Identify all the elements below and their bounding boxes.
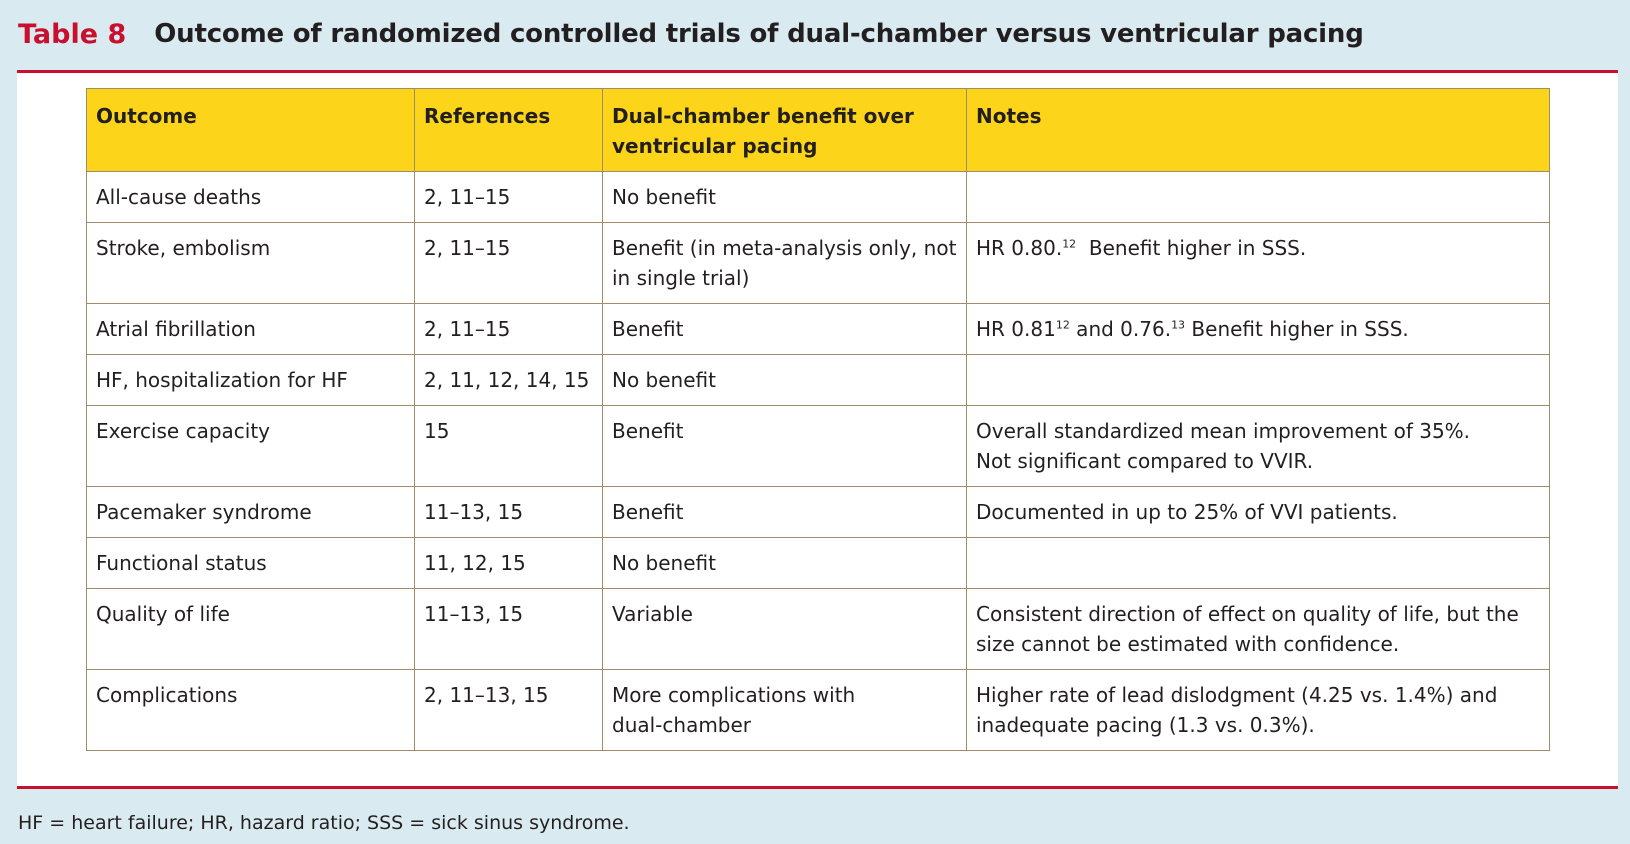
cell-outcome: Functional status [86, 537, 415, 589]
column-header-outcome: Outcome [86, 88, 415, 172]
cell-notes [966, 171, 1550, 223]
table-header-row: Outcome References Dual-chamber benefit … [86, 88, 1550, 172]
benefit-line: More complications with [612, 683, 856, 707]
cell-benefit: Variable [602, 588, 967, 670]
cell-references: 2, 11–15 [414, 222, 603, 304]
cell-references: 2, 11–13, 15 [414, 669, 603, 751]
table-number: Table 8 [18, 18, 127, 50]
table-row: HF, hospitalization for HF 2, 11, 12, 14… [86, 354, 1550, 406]
cell-outcome: Complications [86, 669, 415, 751]
citation-superscript: 12 [1055, 318, 1070, 332]
table-footnote: HF = heart failure; HR, hazard ratio; SS… [18, 812, 630, 834]
cell-references: 2, 11, 12, 14, 15 [414, 354, 603, 406]
cell-references: 11–13, 15 [414, 588, 603, 670]
cell-notes: Consistent direction of effect on qualit… [966, 588, 1550, 670]
cell-outcome: Exercise capacity [86, 405, 415, 487]
table-title-bar: Table 8 Outcome of randomized controlled… [18, 14, 1364, 54]
table-row: Complications 2, 11–13, 15 More complica… [86, 669, 1550, 751]
notes-text: HR 0.81 [976, 317, 1056, 341]
cell-outcome: Stroke, embolism [86, 222, 415, 304]
table-row: Exercise capacity 15 Benefit Overall sta… [86, 405, 1550, 487]
notes-text: Benefit higher in SSS. [1076, 236, 1307, 260]
cell-notes: HR 0.80.12 Benefit higher in SSS. [966, 222, 1550, 304]
cell-notes [966, 537, 1550, 589]
notes-text: and 0.76. [1069, 317, 1172, 341]
cell-notes: Documented in up to 25% of VVI patients. [966, 486, 1550, 538]
cell-benefit: No benefit [602, 537, 967, 589]
table-row: Stroke, embolism 2, 11–15 Benefit (in me… [86, 222, 1550, 304]
cell-notes: HR 0.8112 and 0.76.13 Benefit higher in … [966, 303, 1550, 355]
notes-line: Overall standardized mean improvement of… [976, 419, 1471, 443]
table-row: Atrial fibrillation 2, 11–15 Benefit HR … [86, 303, 1550, 355]
cell-benefit: No benefit [602, 171, 967, 223]
cell-references: 15 [414, 405, 603, 487]
cell-benefit: Benefit [602, 486, 967, 538]
table-row: Functional status 11, 12, 15 No benefit [86, 537, 1550, 589]
cell-outcome: HF, hospitalization for HF [86, 354, 415, 406]
notes-text: Benefit higher in SSS. [1185, 317, 1409, 341]
cell-outcome: All-cause deaths [86, 171, 415, 223]
table-row: Quality of life 11–13, 15 Variable Consi… [86, 588, 1550, 670]
cell-notes: Overall standardized mean improvement of… [966, 405, 1550, 487]
cell-benefit: No benefit [602, 354, 967, 406]
column-header-references: References [414, 88, 603, 172]
notes-text: HR 0.80. [976, 236, 1063, 260]
outcome-table: Outcome References Dual-chamber benefit … [86, 88, 1550, 751]
cell-benefit: Benefit [602, 303, 967, 355]
benefit-line: dual-chamber [612, 713, 752, 737]
table-row: Pacemaker syndrome 11–13, 15 Benefit Doc… [86, 486, 1550, 538]
table-title: Outcome of randomized controlled trials … [154, 19, 1364, 49]
cell-outcome: Quality of life [86, 588, 415, 670]
cell-benefit: Benefit (in meta-analysis only, not in s… [602, 222, 967, 304]
column-header-notes: Notes [966, 88, 1550, 172]
cell-notes: Higher rate of lead dislodgment (4.25 vs… [966, 669, 1550, 751]
cell-references: 11, 12, 15 [414, 537, 603, 589]
table-panel: Outcome References Dual-chamber benefit … [17, 70, 1618, 789]
cell-outcome: Atrial fibrillation [86, 303, 415, 355]
cell-outcome: Pacemaker syndrome [86, 486, 415, 538]
cell-references: 2, 11–15 [414, 303, 603, 355]
cell-references: 2, 11–15 [414, 171, 603, 223]
notes-line: Not significant compared to VVIR. [976, 449, 1314, 473]
column-header-benefit: Dual-chamber benefit over ventricular pa… [602, 88, 967, 172]
cell-benefit: More complications with dual-chamber [602, 669, 967, 751]
cell-benefit: Benefit [602, 405, 967, 487]
citation-superscript: 12 [1062, 237, 1077, 251]
cell-references: 11–13, 15 [414, 486, 603, 538]
cell-notes [966, 354, 1550, 406]
table-row: All-cause deaths 2, 11–15 No benefit [86, 171, 1550, 223]
citation-superscript: 13 [1171, 318, 1186, 332]
